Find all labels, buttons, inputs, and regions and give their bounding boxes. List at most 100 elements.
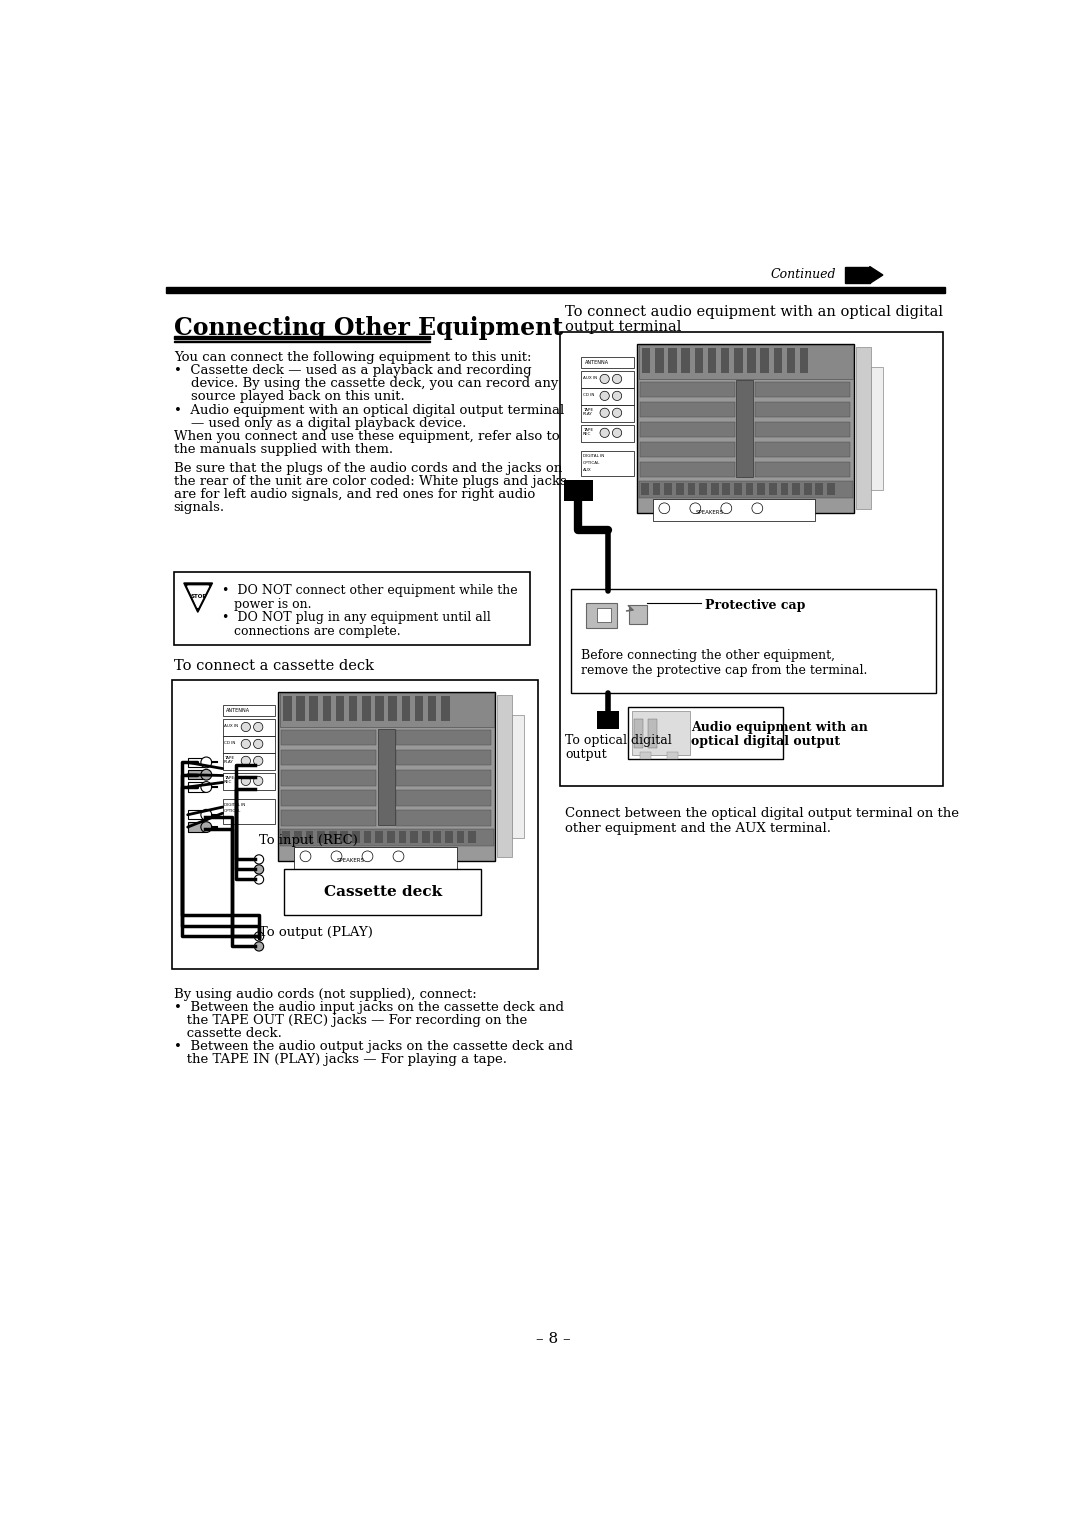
Bar [581, 388, 634, 405]
Text: source played back on this unit.: source played back on this unit. [174, 391, 405, 403]
Bar [734, 483, 742, 495]
Text: CD IN: CD IN [583, 393, 594, 397]
Text: Audio equipment with an: Audio equipment with an [691, 721, 868, 733]
Circle shape [332, 851, 342, 862]
Text: ANTENNA: ANTENNA [226, 707, 249, 712]
Bar [323, 697, 332, 721]
Bar [786, 348, 795, 373]
Bar [723, 483, 730, 495]
Text: Before connecting the other equipment,: Before connecting the other equipment, [581, 649, 835, 662]
Text: When you connect and use these equipment, refer also to: When you connect and use these equipment… [174, 429, 559, 443]
Bar [433, 831, 441, 843]
Bar [656, 348, 663, 373]
Circle shape [612, 428, 622, 437]
Text: To connect a cassette deck: To connect a cassette deck [174, 659, 374, 674]
Bar [640, 382, 734, 397]
Bar [688, 483, 696, 495]
Bar [174, 571, 530, 645]
Bar [637, 344, 854, 513]
Bar [352, 831, 360, 843]
Circle shape [255, 941, 264, 950]
Circle shape [241, 740, 251, 749]
Text: To connect audio equipment with an optical digital: To connect audio equipment with an optic… [565, 306, 943, 319]
Bar [827, 483, 835, 495]
Circle shape [690, 503, 701, 513]
Bar [707, 348, 716, 373]
Bar [188, 810, 205, 819]
Bar [396, 770, 490, 785]
Bar [642, 348, 650, 373]
Bar [282, 770, 376, 785]
Text: TAPE
PLAY: TAPE PLAY [583, 408, 593, 416]
Bar [399, 831, 406, 843]
Circle shape [612, 374, 622, 384]
Bar [280, 828, 494, 845]
Bar [396, 810, 490, 825]
Bar [375, 831, 383, 843]
Bar [282, 831, 291, 843]
Bar [188, 758, 205, 767]
Bar [174, 336, 430, 339]
Text: cassette deck.: cassette deck. [174, 1027, 282, 1041]
Circle shape [600, 391, 609, 400]
Bar [711, 483, 718, 495]
Text: By using audio cords (not supplied), connect:: By using audio cords (not supplied), con… [174, 989, 476, 1001]
Bar [294, 831, 301, 843]
Bar [681, 348, 690, 373]
Bar [757, 483, 765, 495]
Text: optical digital output: optical digital output [691, 735, 840, 747]
Bar [564, 480, 593, 501]
Text: power is on.: power is on. [221, 597, 311, 611]
Bar [800, 348, 809, 373]
Bar [760, 348, 769, 373]
Circle shape [600, 428, 609, 437]
Text: SPEAKERS: SPEAKERS [696, 510, 724, 515]
Bar [340, 831, 348, 843]
Circle shape [612, 391, 622, 400]
Bar [284, 868, 482, 915]
Bar [282, 810, 376, 825]
Bar [597, 608, 611, 622]
Text: connections are complete.: connections are complete. [221, 625, 401, 639]
Circle shape [393, 851, 404, 862]
Bar [172, 680, 538, 969]
Bar [755, 442, 850, 457]
Bar [396, 730, 490, 746]
Circle shape [255, 932, 264, 941]
Text: CD IN: CD IN [225, 741, 235, 746]
Circle shape [612, 408, 622, 417]
Bar [402, 697, 410, 721]
Bar [415, 697, 423, 721]
Bar [396, 750, 490, 766]
Bar [755, 402, 850, 417]
Bar [642, 483, 649, 495]
Bar [634, 718, 644, 747]
Text: Connecting Other Equipment: Connecting Other Equipment [174, 316, 563, 339]
Bar [666, 752, 678, 759]
Bar [769, 483, 777, 495]
Bar [296, 697, 305, 721]
Circle shape [255, 854, 264, 863]
Circle shape [201, 810, 212, 821]
Bar [755, 382, 850, 397]
Bar [815, 483, 823, 495]
Bar [804, 483, 811, 495]
Bar [773, 348, 782, 373]
Bar [497, 695, 512, 857]
Circle shape [254, 776, 262, 785]
Bar [745, 483, 754, 495]
Bar [581, 371, 634, 388]
Bar [734, 348, 743, 373]
Bar [597, 711, 619, 729]
Bar [282, 750, 376, 766]
Circle shape [241, 723, 251, 732]
Text: remove the protective cap from the terminal.: remove the protective cap from the termi… [581, 663, 867, 677]
Bar [336, 697, 345, 721]
Circle shape [600, 374, 609, 384]
Text: TAPE
REC: TAPE REC [225, 776, 234, 784]
Circle shape [201, 822, 212, 833]
Text: •  Between the audio output jacks on the cassette deck and: • Between the audio output jacks on the … [174, 1041, 572, 1053]
Bar [694, 348, 703, 373]
Circle shape [241, 756, 251, 766]
Circle shape [255, 865, 264, 874]
